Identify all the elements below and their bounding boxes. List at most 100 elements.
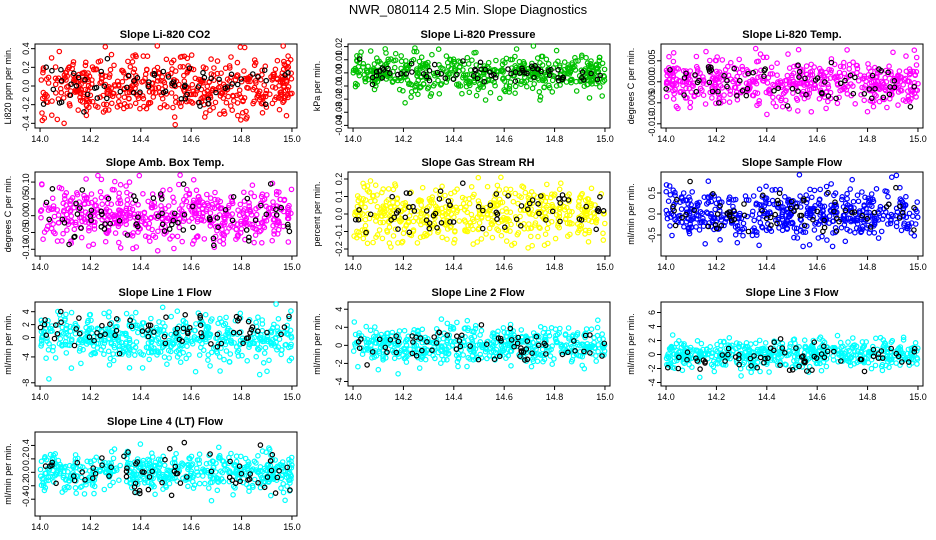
data-point bbox=[906, 78, 913, 85]
data-point bbox=[491, 79, 497, 86]
data-point bbox=[241, 189, 247, 196]
highlighted-data-point bbox=[442, 75, 449, 82]
data-point bbox=[722, 71, 729, 78]
data-point bbox=[40, 67, 47, 73]
highlighted-data-point bbox=[529, 65, 536, 72]
data-point bbox=[588, 326, 595, 333]
data-point bbox=[92, 197, 98, 203]
data-point bbox=[763, 54, 770, 61]
data-point bbox=[734, 73, 741, 80]
data-point bbox=[800, 243, 806, 250]
data-point bbox=[863, 78, 869, 85]
data-point bbox=[911, 47, 918, 54]
highlighted-data-point bbox=[40, 101, 47, 107]
data-point bbox=[543, 181, 550, 188]
highlighted-data-point bbox=[49, 186, 56, 192]
data-point bbox=[240, 208, 247, 214]
data-point bbox=[163, 56, 170, 63]
data-point bbox=[253, 319, 259, 326]
data-point bbox=[897, 74, 903, 80]
y-tick-label: -0.005 bbox=[647, 90, 657, 116]
data-point bbox=[732, 232, 739, 238]
data-point bbox=[491, 66, 498, 73]
data-point bbox=[854, 62, 860, 69]
highlighted-data-point bbox=[262, 101, 269, 108]
data-point bbox=[803, 63, 810, 69]
data-point bbox=[67, 102, 73, 109]
highlighted-data-point bbox=[784, 103, 791, 109]
highlighted-data-point bbox=[163, 314, 169, 321]
data-point bbox=[91, 222, 98, 229]
y-tick-label: -0.03 bbox=[334, 102, 344, 123]
data-point bbox=[779, 103, 786, 110]
y-tick-label: -0.4 bbox=[21, 116, 31, 132]
data-point bbox=[489, 234, 496, 241]
data-point bbox=[154, 248, 161, 254]
data-point bbox=[223, 314, 229, 321]
data-point bbox=[756, 242, 762, 249]
data-point bbox=[190, 177, 197, 183]
highlighted-data-point bbox=[125, 72, 132, 79]
data-point bbox=[131, 66, 138, 73]
data-point bbox=[83, 112, 90, 119]
x-tick-label: 14.2 bbox=[395, 392, 413, 402]
data-point bbox=[903, 193, 909, 200]
data-point bbox=[105, 313, 112, 320]
data-point bbox=[665, 198, 672, 205]
x-tick-label: 14.0 bbox=[657, 134, 675, 144]
data-point bbox=[775, 94, 782, 101]
highlighted-data-point bbox=[470, 73, 477, 79]
data-point bbox=[480, 84, 487, 90]
data-point bbox=[164, 103, 170, 110]
data-point bbox=[153, 90, 159, 96]
data-point bbox=[429, 51, 435, 58]
data-point bbox=[111, 187, 117, 193]
data-point bbox=[159, 304, 166, 311]
data-point bbox=[54, 207, 61, 213]
data-point bbox=[485, 59, 492, 66]
data-point bbox=[68, 309, 75, 316]
data-point bbox=[770, 100, 777, 106]
data-point bbox=[391, 64, 398, 71]
data-point bbox=[116, 190, 123, 197]
data-point bbox=[518, 78, 525, 85]
data-point bbox=[909, 213, 916, 220]
highlighted-data-point bbox=[71, 70, 77, 77]
data-point bbox=[285, 53, 291, 59]
data-point bbox=[439, 352, 445, 359]
data-point bbox=[906, 98, 913, 105]
data-point bbox=[414, 240, 421, 246]
data-point bbox=[893, 172, 900, 179]
data-point bbox=[568, 79, 574, 86]
data-point bbox=[396, 86, 403, 93]
data-point bbox=[263, 87, 270, 94]
data-point bbox=[86, 104, 92, 111]
data-point bbox=[233, 226, 240, 232]
data-point bbox=[170, 194, 176, 201]
data-point bbox=[595, 348, 601, 355]
data-point bbox=[288, 76, 295, 82]
data-point bbox=[132, 352, 138, 358]
data-point bbox=[136, 172, 143, 179]
y-axis: -0.50.00.5 bbox=[647, 187, 661, 243]
panel-co2: Slope Li-820 CO2 Li820 ppm per min. 14.0… bbox=[3, 29, 301, 144]
highlighted-data-point bbox=[692, 72, 698, 78]
data-point bbox=[719, 57, 726, 63]
data-point bbox=[703, 48, 709, 55]
data-point bbox=[64, 227, 70, 233]
data-point bbox=[777, 78, 784, 84]
y-axis-label: percent per min. bbox=[312, 181, 322, 246]
data-point bbox=[512, 90, 518, 97]
data-point bbox=[39, 181, 45, 188]
data-point bbox=[670, 96, 677, 102]
data-point bbox=[686, 85, 693, 92]
y-tick-label: -4 bbox=[21, 353, 31, 361]
data-point bbox=[99, 201, 106, 208]
data-point bbox=[38, 214, 44, 221]
data-point bbox=[913, 94, 919, 100]
data-point bbox=[731, 84, 738, 91]
x-tick-label: 14.8 bbox=[233, 392, 251, 402]
y-tick-label: -0.02 bbox=[334, 89, 344, 110]
data-point bbox=[98, 75, 105, 82]
y-tick-label: 0.0 bbox=[334, 208, 344, 221]
